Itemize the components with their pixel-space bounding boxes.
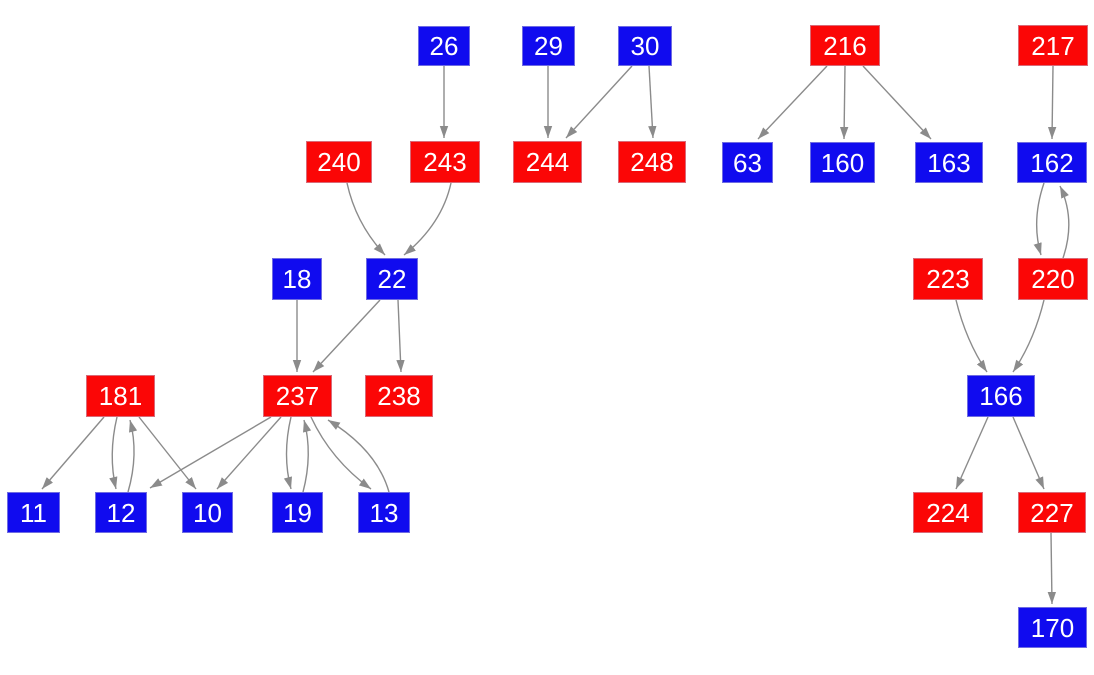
node-13: 13 xyxy=(358,492,410,533)
edge-237-10 xyxy=(216,416,282,490)
node-11: 11 xyxy=(7,492,60,533)
edge-22-237 xyxy=(312,299,381,373)
edge-19-237 xyxy=(302,419,312,493)
node-220: 220 xyxy=(1018,258,1088,300)
edge-181-12 xyxy=(109,416,118,490)
node-163: 163 xyxy=(915,142,983,183)
edge-162-220 xyxy=(1033,182,1045,256)
node-217: 217 xyxy=(1018,25,1088,66)
node-12: 12 xyxy=(95,492,147,533)
edge-216-163 xyxy=(862,65,932,140)
edge-220-166 xyxy=(1012,299,1045,373)
node-248: 248 xyxy=(618,141,686,183)
node-63: 63 xyxy=(722,142,773,183)
edge-237-19 xyxy=(283,416,292,490)
edge-181-11 xyxy=(41,416,105,490)
edge-216-63 xyxy=(757,65,828,140)
node-19: 19 xyxy=(272,492,323,533)
edge-243-22 xyxy=(403,182,452,256)
node-243: 243 xyxy=(410,141,480,183)
edge-30-248 xyxy=(648,65,657,139)
node-181: 181 xyxy=(86,375,155,417)
node-10: 10 xyxy=(182,492,233,533)
edge-181-10 xyxy=(138,416,197,490)
edge-22-238 xyxy=(396,299,405,373)
node-18: 18 xyxy=(272,258,322,300)
edge-12-181 xyxy=(127,419,138,493)
edge-237-12 xyxy=(149,416,272,489)
node-22: 22 xyxy=(366,258,418,300)
edge-237-13 xyxy=(310,416,372,490)
node-237: 237 xyxy=(263,375,332,417)
node-238: 238 xyxy=(365,375,433,417)
edge-30-244 xyxy=(565,65,633,139)
node-227: 227 xyxy=(1018,492,1086,533)
edge-13-237 xyxy=(327,419,390,493)
node-170: 170 xyxy=(1018,607,1087,648)
node-216: 216 xyxy=(810,25,880,66)
edge-166-224 xyxy=(955,416,989,490)
node-29: 29 xyxy=(522,26,575,66)
node-166: 166 xyxy=(967,375,1035,417)
node-162: 162 xyxy=(1017,142,1087,183)
edge-217-162 xyxy=(1047,65,1057,140)
node-240: 240 xyxy=(306,141,372,183)
edge-223-166 xyxy=(955,299,988,373)
node-26: 26 xyxy=(418,26,470,66)
node-160: 160 xyxy=(810,142,875,183)
node-30: 30 xyxy=(618,26,672,66)
edge-166-227 xyxy=(1012,416,1045,490)
node-224: 224 xyxy=(913,492,983,533)
edge-220-162 xyxy=(1059,185,1070,259)
edge-227-170 xyxy=(1047,532,1057,605)
edge-240-22 xyxy=(346,182,386,256)
node-244: 244 xyxy=(513,141,582,183)
edge-216-160 xyxy=(839,65,849,140)
node-223: 223 xyxy=(913,258,983,300)
